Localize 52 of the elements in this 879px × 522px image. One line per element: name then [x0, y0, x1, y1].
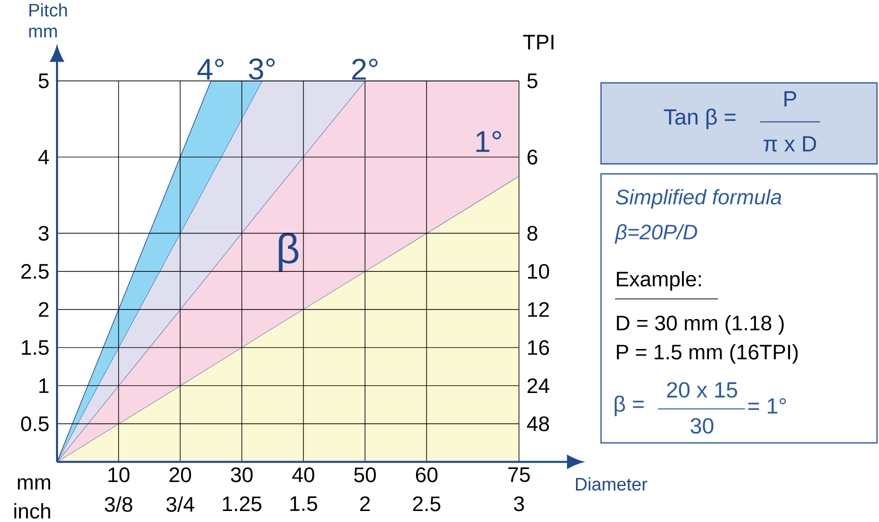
x-tick-label: 10 — [108, 467, 130, 482]
text: β=20P/D — [614, 224, 698, 244]
y-tick-label: 5 — [38, 74, 49, 88]
x-tick-label: 75 — [508, 467, 530, 482]
text: 3/8 — [104, 496, 132, 512]
text: inch — [14, 503, 50, 519]
series-label: 4° — [197, 58, 224, 80]
y-tick-label: 0.5 — [21, 416, 49, 432]
text: Example: — [616, 271, 701, 291]
text: 30 — [690, 418, 714, 434]
text: Tan β = — [664, 108, 736, 130]
text: 2 — [360, 496, 370, 512]
text: 10 — [528, 264, 550, 279]
series-label: 3° — [248, 58, 275, 80]
text: P — [784, 91, 796, 106]
y-tick-label: 2.5 — [21, 264, 49, 279]
text: 1.25 — [222, 496, 262, 512]
text: 5 — [527, 74, 538, 88]
x-tick-label: 60 — [416, 467, 438, 482]
y-tick-label: 4 — [38, 150, 49, 164]
text: P = 1.5 mm (16TPI) — [616, 344, 798, 364]
y2-axis-title: TPI — [523, 34, 554, 50]
x-tick-label: 40 — [292, 467, 314, 482]
text: 16 — [528, 340, 549, 356]
y-tick-label: 3 — [38, 226, 49, 241]
text: 12 — [528, 302, 549, 317]
x-tick-label: 20 — [170, 467, 192, 482]
x-tick-label: 50 — [354, 467, 376, 482]
x-axis-title: Diameter — [576, 477, 648, 491]
text: 24 — [528, 378, 550, 394]
text: 20 x 15 — [667, 382, 738, 398]
text: π x D — [764, 136, 816, 152]
series-label: 2° — [352, 58, 378, 80]
text: β = — [614, 396, 644, 416]
text: = 1° — [748, 398, 786, 414]
y-tick-label: 1.5 — [22, 340, 49, 355]
text: 48 — [527, 416, 549, 432]
text: D = 30 mm (1.18 ) — [616, 315, 784, 335]
text: 3 — [514, 496, 524, 512]
y-tick-label: 1 — [39, 378, 48, 393]
x-tick-label: 30 — [230, 467, 253, 482]
text: 3/4 — [166, 496, 194, 512]
text: Simplified formula — [616, 189, 782, 209]
text: 6 — [528, 150, 538, 165]
text: 1.5 — [290, 496, 318, 512]
y-axis-title: Pitch mm — [29, 3, 67, 38]
series-label: 1° — [476, 131, 501, 152]
annotation: β — [278, 232, 298, 272]
text: 2.5 — [413, 496, 440, 512]
y-tick-label: 2 — [38, 302, 48, 317]
text: 8 — [527, 226, 538, 241]
text: mm — [18, 478, 50, 490]
